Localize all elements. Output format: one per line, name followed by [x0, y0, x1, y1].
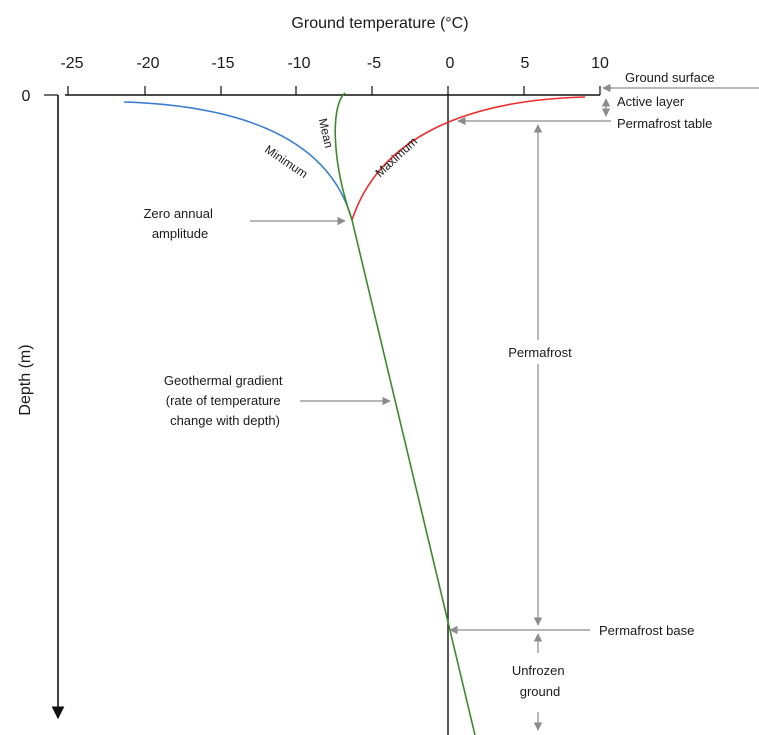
tick-label: 0: [446, 55, 455, 72]
tick-label: -5: [367, 55, 381, 72]
maximum-curve-label: Maximum: [372, 134, 420, 180]
unfrozen-line-2: ground: [520, 684, 560, 699]
minimum-curve-label: Minimum: [262, 142, 310, 181]
tick-label: 5: [521, 55, 530, 72]
mean-curve-label: Mean: [316, 117, 336, 149]
tick-label: -20: [136, 55, 159, 72]
depth-axis-label: Depth (m): [17, 344, 34, 415]
temperature-ticks: [67, 86, 601, 95]
tick-label: -10: [287, 55, 310, 72]
depth-zero-label: 0: [22, 88, 31, 105]
zero-amplitude-line-2: amplitude: [152, 226, 208, 241]
permafrost-table-label: Permafrost table: [617, 116, 712, 131]
active-layer-label: Active layer: [617, 94, 685, 109]
maximum-temperature-curve: [351, 96, 586, 221]
tick-label: 10: [591, 55, 609, 72]
tick-label: -15: [211, 55, 234, 72]
gradient-line-3: change with depth): [170, 413, 280, 428]
permafrost-base-label: Permafrost base: [599, 623, 694, 638]
gradient-line-2: (rate of temperature: [166, 393, 281, 408]
temperature-tick-labels: -25 -20 -15 -10 -5 0 5 10: [60, 55, 609, 72]
unfrozen-line-1: Unfrozen: [512, 663, 565, 678]
chart-title: Ground temperature (°C): [291, 15, 468, 32]
geothermal-gradient-label: Geothermal gradient (rate of temperature…: [164, 373, 286, 428]
permafrost-label-background: [486, 340, 592, 364]
mean-temperature-curve: [334, 92, 476, 735]
permafrost-label: Permafrost: [508, 345, 572, 360]
unfrozen-ground-label: Unfrozen ground: [512, 663, 568, 699]
minimum-temperature-curve: [123, 101, 353, 221]
gradient-line-1: Geothermal gradient: [164, 373, 283, 388]
zero-amplitude-line-1: Zero annual: [143, 206, 212, 221]
zero-amplitude-label: Zero annual amplitude: [143, 206, 216, 241]
ground-surface-label: Ground surface: [625, 70, 715, 85]
tick-label: -25: [60, 55, 83, 72]
